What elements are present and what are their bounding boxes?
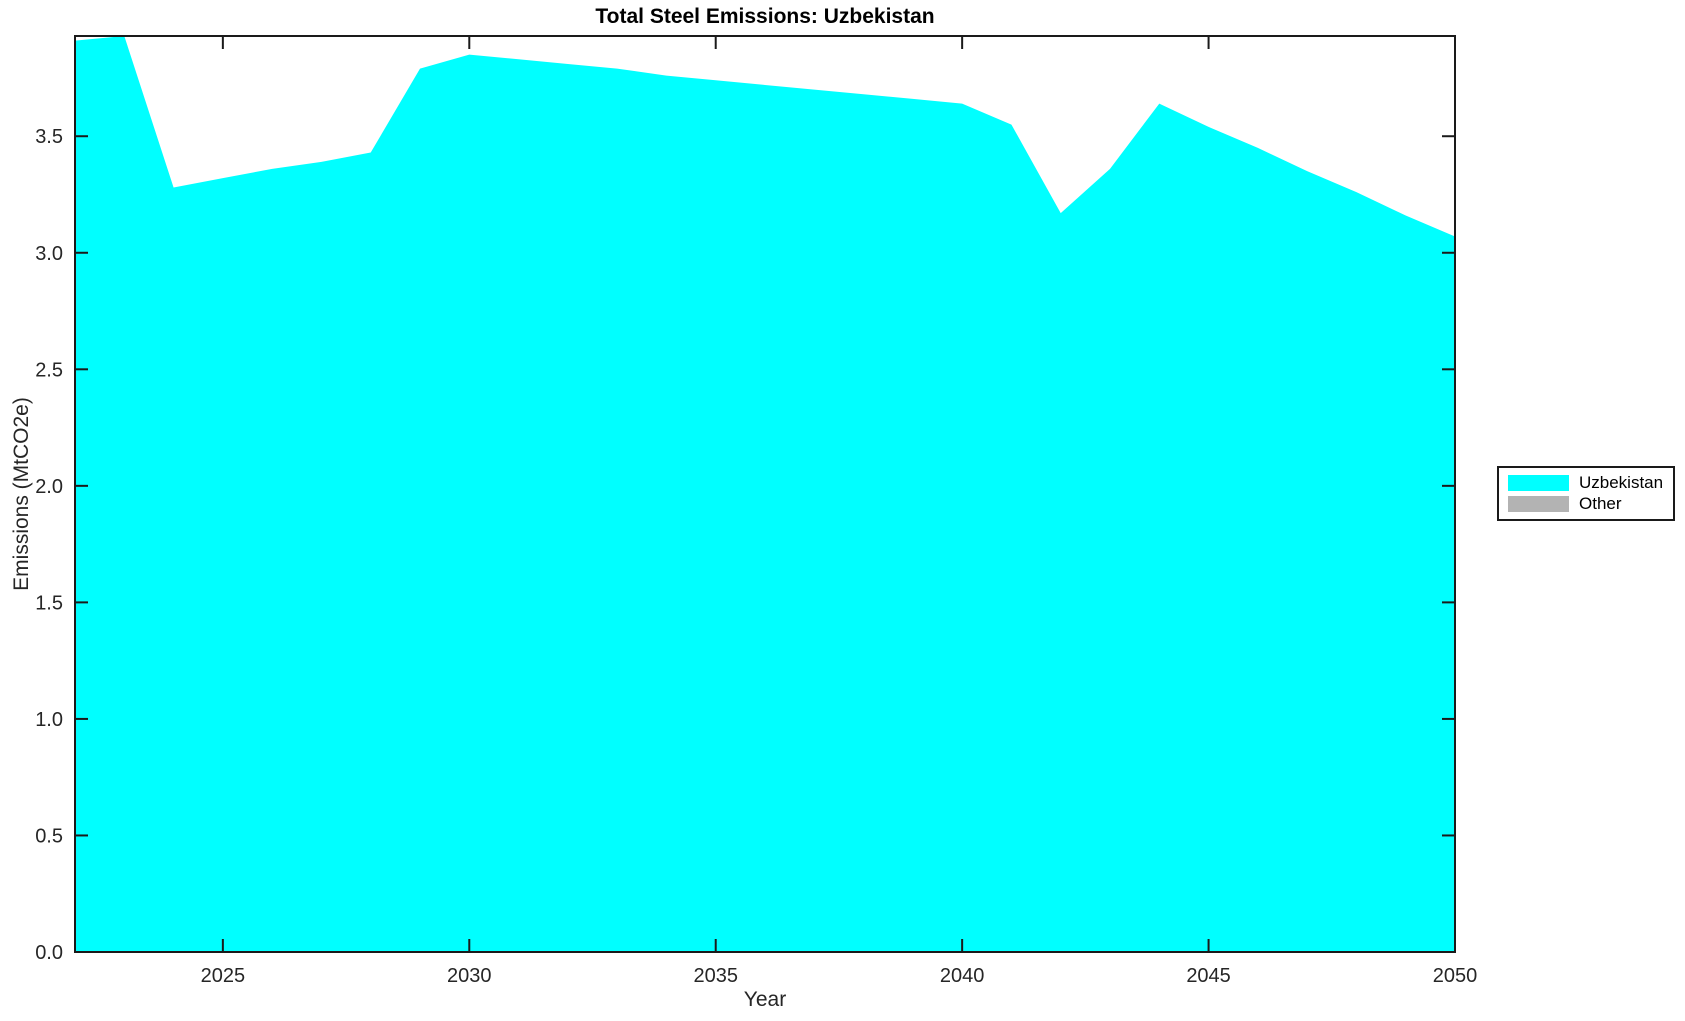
x-tick-label: 2025 <box>201 965 246 987</box>
legend-label-other: Other <box>1579 494 1622 513</box>
y-axis-label: Emissions (MtCO2e) <box>10 397 33 591</box>
y-tick-label: 0.0 <box>35 942 63 964</box>
y-tick-label: 3.5 <box>35 126 63 148</box>
y-tick-label: 3.0 <box>35 243 63 265</box>
legend-item-uzbekistan: Uzbekistan <box>1508 473 1664 492</box>
legend-item-other: Other <box>1508 494 1664 513</box>
x-axis-label: Year <box>743 988 787 1011</box>
y-tick-label: 0.5 <box>35 825 63 847</box>
y-tick-label: 1.0 <box>35 709 63 731</box>
area-series-uzbekistan <box>75 36 1455 952</box>
legend-swatch-uzbekistan <box>1508 475 1569 491</box>
x-tick-label: 2035 <box>693 965 738 987</box>
x-tick-label: 2045 <box>1186 965 1231 987</box>
y-tick-label: 2.0 <box>35 476 63 498</box>
x-tick-label: 2040 <box>940 965 985 987</box>
x-tick-label: 2050 <box>1433 965 1478 987</box>
y-tick-label: 1.5 <box>35 592 63 614</box>
axes-box <box>74 35 1456 953</box>
legend-swatch-other <box>1508 496 1569 512</box>
y-tick-label: 2.5 <box>35 359 63 381</box>
legend: Uzbekistan Other <box>1497 466 1675 521</box>
legend-label-uzbekistan: Uzbekistan <box>1579 473 1664 492</box>
chart-title: Total Steel Emissions: Uzbekistan <box>595 5 935 28</box>
x-tick-label: 2030 <box>447 965 492 987</box>
